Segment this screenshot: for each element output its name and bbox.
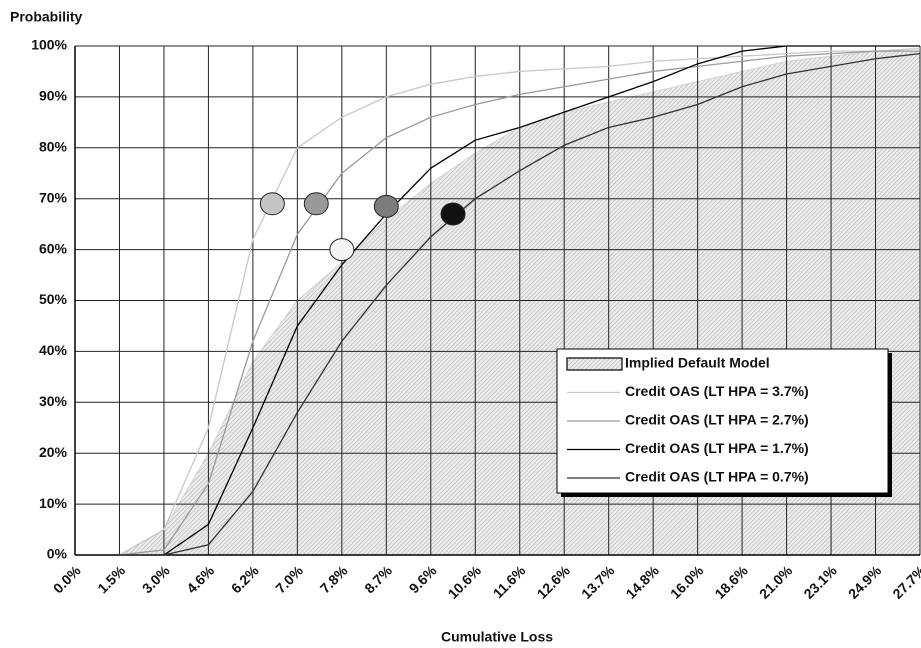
point [303,192,329,216]
legend: Implied Default Model Credit OAS (LT HPA … [556,348,892,497]
legend-label: Credit OAS (LT HPA = 0.7%) [625,469,809,485]
y-tick-label: 40% [39,342,68,358]
point [373,194,399,218]
series-line [119,52,921,556]
y-tick-label: 0% [47,546,68,562]
legend-label: Credit OAS (LT HPA = 3.7%) [625,383,809,399]
y-tick-label: 20% [39,444,68,460]
y-tick-label: 100% [31,37,67,53]
x-tick-label: 10.6% [445,562,485,602]
x-tick-label: 1.5% [94,562,128,596]
legend-label: Credit OAS (LT HPA = 2.7%) [625,412,809,428]
point [440,202,466,226]
series-line [119,45,920,556]
x-tick-label: 3.0% [139,562,173,596]
x-tick-label: 23.1% [800,562,840,602]
y-tick-label: 60% [39,240,68,256]
x-tick-label: 14.8% [623,562,663,602]
x-tick-label: 0.0% [50,562,84,596]
legend-swatch [566,357,623,371]
x-tick-label: 18.6% [711,562,751,602]
x-tick-label: 8.7% [361,562,395,596]
y-tick-label: 80% [39,139,68,155]
x-tick-label: 9.6% [406,562,440,596]
series-line [119,50,920,556]
point [329,238,355,262]
x-tick-label: 7.0% [272,562,306,596]
x-tick-label: 12.6% [534,562,574,602]
chart-title: Probability [10,9,83,25]
point [259,192,285,216]
x-tick-label: 24.9% [845,562,885,602]
x-tick-label: 4.6% [183,562,217,596]
x-tick-label: 7.8% [317,562,351,596]
legend-label: Implied Default Model [625,355,770,371]
y-tick-label: 50% [39,291,68,307]
y-tick-label: 30% [39,393,68,409]
x-tick-label: 13.7% [578,562,618,602]
x-tick-label: 6.2% [228,562,262,596]
x-axis-title: Cumulative Loss [441,629,553,645]
x-tick-label: 11.6% [490,562,529,601]
y-tick-label: 90% [39,88,68,104]
lines [119,45,921,556]
series-line [119,47,921,556]
y-tick-label: 10% [39,495,68,511]
y-tick-label: 70% [39,189,68,205]
x-tick-label: 16.0% [667,562,707,602]
legend-label: Credit OAS (LT HPA = 1.7%) [625,440,809,456]
x-tick-label: 27.7% [889,562,921,602]
x-tick-label: 21.0% [756,562,796,602]
